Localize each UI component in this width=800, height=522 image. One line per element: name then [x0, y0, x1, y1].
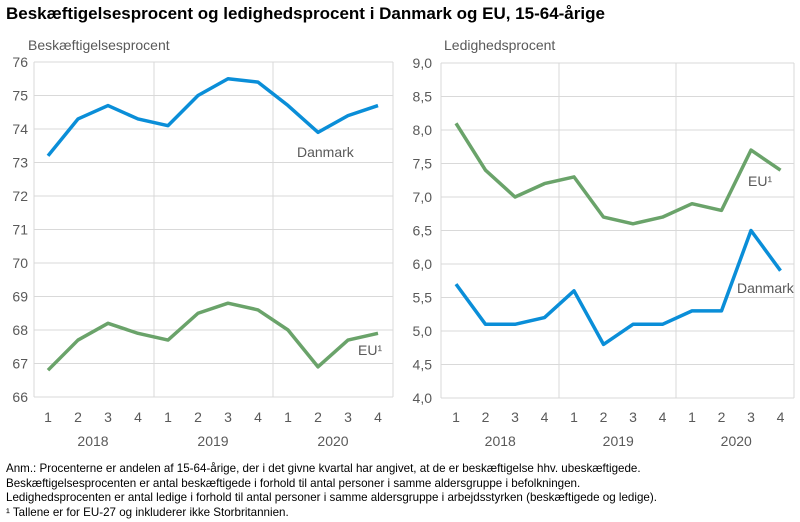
y-tick-label: 75 [12, 88, 28, 104]
series-label: EU¹ [358, 342, 382, 358]
x-tick-label: 3 [104, 409, 112, 425]
note-line: Beskæftigelsesprocenten er antal beskæft… [6, 476, 581, 490]
x-tick-label: 3 [629, 409, 637, 425]
x-tick-label: 2 [74, 409, 82, 425]
y-tick-label: 72 [12, 188, 28, 204]
x-tick-label: 1 [688, 409, 696, 425]
note-line: Anm.: Procenterne er andelen af 15-64-år… [6, 462, 641, 475]
x-tick-label: 3 [511, 409, 519, 425]
x-tick-label: 2 [314, 409, 322, 425]
series-line-danmark [46, 77, 379, 157]
x-tick-label: 3 [747, 409, 755, 425]
y-tick-label: 76 [12, 54, 28, 70]
x-tick-label: 1 [44, 409, 52, 425]
note-line: Ledighedsprocenten er antal ledige i for… [6, 491, 657, 505]
y-tick-label: 7,5 [413, 156, 433, 172]
y-tick-label: 5,0 [413, 323, 433, 339]
year-label: 2019 [603, 433, 634, 449]
x-tick-label: 4 [374, 409, 382, 425]
x-tick-label: 4 [777, 409, 785, 425]
x-tick-label: 1 [570, 409, 578, 425]
series-label: Danmark [297, 144, 355, 160]
panel-title: Beskæftigelsesprocent [28, 37, 170, 53]
year-label: 2020 [317, 433, 348, 449]
y-tick-label: 69 [12, 289, 28, 305]
y-tick-label: 71 [12, 222, 28, 238]
series-line-eu [454, 122, 782, 226]
note-line: ¹ Tallene er for EU-27 og inkluderer ikk… [6, 505, 289, 519]
y-tick-label: 73 [12, 155, 28, 171]
chart-title: Beskæftigelsesprocent og ledighedsprocen… [6, 4, 605, 23]
y-tick-label: 6,5 [413, 223, 433, 239]
notes: Anm.: Procenterne er andelen af 15-64-år… [6, 462, 657, 520]
y-tick-label: 4,5 [413, 357, 433, 373]
year-label: 2019 [197, 433, 228, 449]
y-tick-label: 4,0 [413, 390, 433, 406]
y-tick-label: 74 [12, 121, 28, 137]
x-tick-label: 3 [344, 409, 352, 425]
y-tick-label: 66 [12, 389, 28, 405]
x-tick-label: 1 [452, 409, 460, 425]
x-tick-label: 2 [600, 409, 608, 425]
y-tick-label: 7,0 [413, 189, 433, 205]
y-tick-label: 6,0 [413, 256, 433, 272]
x-tick-label: 4 [254, 409, 262, 425]
x-tick-label: 2 [194, 409, 202, 425]
series-label: EU¹ [748, 173, 772, 189]
year-label: 2018 [77, 433, 108, 449]
y-tick-label: 68 [12, 322, 28, 338]
series-label: Danmark [737, 280, 795, 296]
x-tick-label: 3 [224, 409, 232, 425]
y-tick-label: 5,5 [413, 290, 433, 306]
x-tick-label: 4 [659, 409, 667, 425]
y-tick-label: 9,0 [413, 55, 433, 71]
year-label: 2020 [721, 433, 752, 449]
panel-title: Ledighedsprocent [444, 37, 555, 53]
y-tick-label: 8,0 [413, 122, 433, 138]
y-tick-label: 70 [12, 255, 28, 271]
x-tick-label: 4 [541, 409, 549, 425]
x-tick-label: 4 [134, 409, 142, 425]
y-tick-label: 67 [12, 356, 28, 372]
x-tick-label: 2 [482, 409, 490, 425]
x-tick-label: 2 [718, 409, 726, 425]
year-label: 2018 [485, 433, 516, 449]
x-tick-label: 1 [164, 409, 172, 425]
x-tick-label: 1 [284, 409, 292, 425]
y-tick-label: 8,5 [413, 89, 433, 105]
series-line-eu [46, 301, 379, 372]
series-line-danmark [454, 228, 782, 347]
